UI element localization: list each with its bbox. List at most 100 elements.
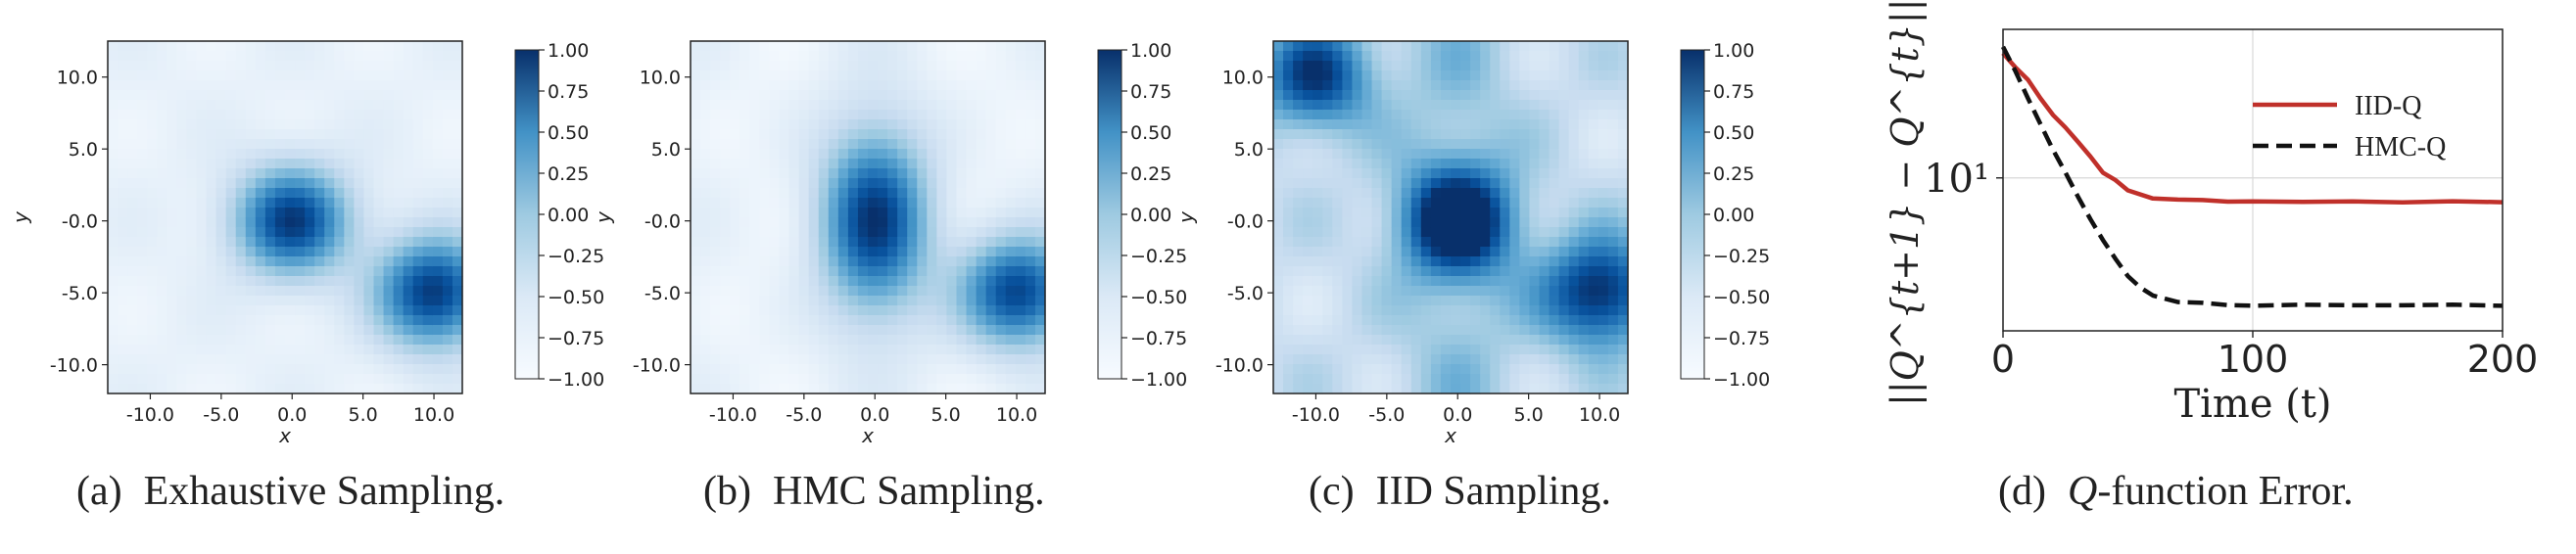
heatmap-cell [710,90,721,101]
heatmap-cell [1293,364,1304,375]
y-axis-label: ||Q^{t+1} − Q^{t}||_F [1884,0,1928,406]
heatmap-cell [1361,208,1373,218]
heatmap-cell [108,247,119,257]
heatmap-cell [186,315,198,326]
heatmap-cell [1558,168,1570,179]
heatmap-cell [946,90,958,101]
heatmap-cell [1617,354,1629,365]
heatmap-cell [1391,208,1403,218]
heatmap-cell [285,159,296,169]
heatmap-cell [868,198,879,208]
heatmap-cell [1588,354,1599,365]
heatmap-cell [917,149,928,160]
heatmap-cell [828,345,839,355]
heatmap-cell [917,217,928,228]
y-tick-label: -0.0 [1227,211,1264,233]
heatmap-cell [1617,315,1629,326]
heatmap-cell [344,198,355,208]
heatmap-cell [1490,110,1501,120]
heatmap-cell [1283,276,1294,287]
heatmap-cell [759,296,771,306]
heatmap-cell [976,217,987,228]
heatmap-cell [818,110,830,120]
heatmap-cell [700,119,711,130]
heatmap-cell [1440,266,1452,277]
heatmap-cell [818,354,830,365]
heatmap-cell [927,80,937,91]
heatmap-cell [730,168,740,179]
heatmap-cell [1509,227,1520,238]
heatmap-cell [452,227,463,238]
heatmap-cell [1005,374,1017,385]
heatmap-cell [818,247,830,257]
heatmap-cell [295,256,306,267]
heatmap-cell [383,70,395,81]
heatmap-cell [206,198,217,208]
heatmap-cell [274,188,286,199]
heatmap-cell [1371,100,1383,111]
heatmap-cell [759,374,771,385]
heatmap-cell [828,70,839,81]
heatmap-cell [808,110,820,120]
heatmap-cell [1451,208,1461,218]
heatmap-cell [897,168,908,179]
heatmap-cell [788,286,800,297]
heatmap-cell [1381,80,1393,91]
heatmap-cell [749,345,760,355]
heatmap-cell [1558,354,1570,365]
heatmap-cell [215,364,227,375]
heatmap-cell [1015,345,1026,355]
heatmap-cell [108,227,119,238]
heatmap-cell [373,149,385,160]
heatmap-cell [1352,80,1363,91]
heatmap-cell [1588,305,1599,316]
heatmap-cell [1034,256,1046,267]
heatmap-cell [1283,325,1294,336]
heatmap-cell [710,217,721,228]
x-tick-label: 10.0 [413,404,454,426]
heatmap-cell [1568,139,1580,150]
heatmap-cell [1480,247,1491,257]
heatmap-cell [936,266,948,277]
colorbar-tick-label: −0.50 [1130,287,1187,308]
heatmap-cell [118,159,128,169]
heatmap-cell [917,90,928,101]
heatmap-cell [808,305,820,316]
heatmap-cell [917,374,928,385]
heatmap-cell [363,325,375,336]
heatmap-cell [710,384,721,394]
heatmap-cell [1352,227,1363,238]
heatmap-cell [976,198,987,208]
heatmap-cell [334,364,345,375]
y-tick-label: -5.0 [1227,283,1264,304]
heatmap-cell [147,129,158,140]
heatmap-cell [147,208,158,218]
heatmap-cell [1015,296,1026,306]
heatmap-cell [927,266,937,277]
heatmap-cell [215,276,227,287]
heatmap-cell [700,90,711,101]
heatmap-cell [1332,119,1343,130]
heatmap-cell [274,100,286,111]
heatmap-cell [769,80,781,91]
heatmap-cell [1322,119,1333,130]
heatmap-cell [354,178,365,189]
heatmap-cell [176,41,188,52]
heatmap-cell [127,168,138,179]
heatmap-cell [1509,374,1520,385]
heatmap-cell [1401,374,1412,385]
heatmap-cell [956,315,968,326]
heatmap-cell [1529,51,1541,62]
heatmap-cell [1430,80,1442,91]
series-line-iid-q [2001,51,2504,206]
x-tick-label: -5.0 [786,404,822,426]
heatmap-cell [1342,129,1354,140]
heatmap-cell [1578,198,1590,208]
heatmap-cell [373,296,385,306]
heatmap-cell [274,208,286,218]
heatmap-cell [157,345,167,355]
heatmap-cell [245,296,257,306]
heatmap-cell [1598,354,1609,365]
heatmap-cell [828,178,839,189]
heatmap-cell [710,305,721,316]
